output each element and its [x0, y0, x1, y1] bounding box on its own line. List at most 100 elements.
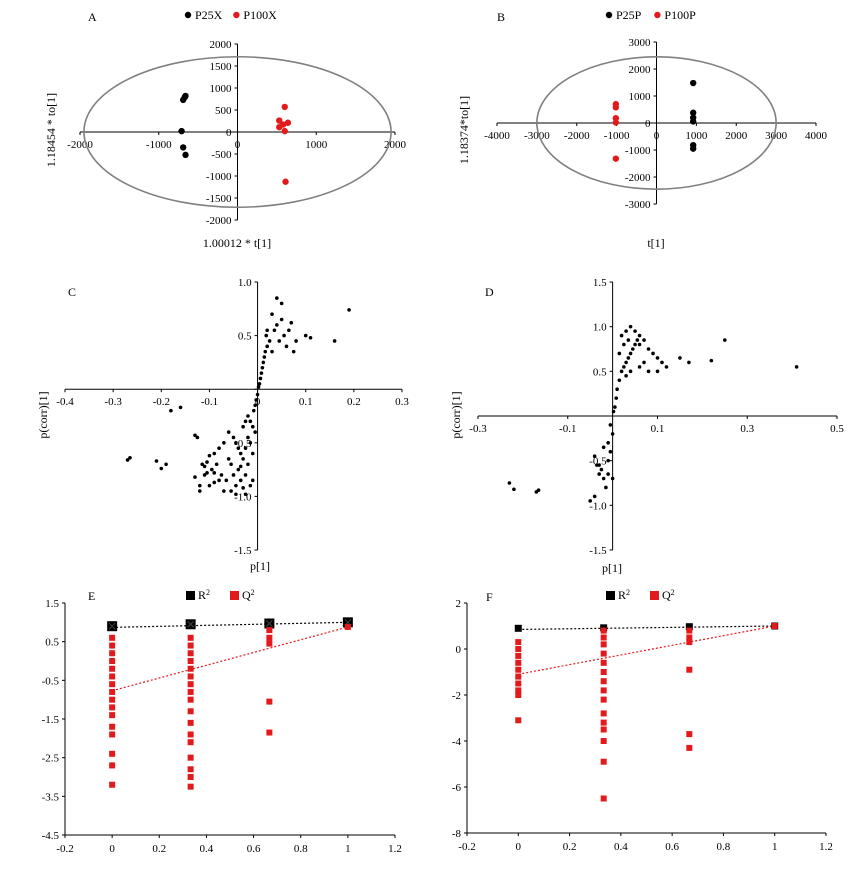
data-point [272, 328, 277, 333]
y-axis-label: p(corr)[1] [36, 391, 50, 438]
legend-marker-p25p [605, 11, 613, 19]
data-point [686, 731, 693, 738]
data-point [622, 342, 626, 347]
data-point [592, 454, 597, 459]
data-point [515, 687, 522, 694]
y-axis-label: p(corr)[1] [449, 391, 463, 438]
legend-marker-r2 [186, 591, 195, 600]
data-point [202, 473, 207, 477]
data-point [287, 328, 291, 333]
data-point [613, 405, 617, 409]
y-tick-label: -500 [211, 149, 232, 161]
data-point [217, 478, 221, 483]
data-point [265, 328, 270, 333]
data-point [109, 712, 116, 719]
data-point [187, 783, 194, 790]
data-point [207, 483, 212, 488]
y-tick-label: 0.5 [593, 366, 607, 378]
data-point [250, 451, 255, 456]
x-tick-label: 0.3 [740, 423, 754, 435]
data-point [284, 119, 292, 126]
x-tick-label: 0.8 [717, 841, 731, 853]
series-series [125, 296, 351, 497]
data-point [187, 731, 194, 738]
y-tick-label: 2000 [629, 64, 652, 76]
data-point [109, 634, 116, 641]
data-point [606, 458, 610, 463]
data-point [205, 471, 209, 475]
x-tick-label: 0 [516, 841, 522, 853]
data-point [238, 464, 243, 469]
data-point [187, 774, 194, 780]
data-point [512, 487, 516, 492]
data-point [109, 658, 116, 664]
y-axis-label: 1.18454 * to[1] [44, 93, 58, 167]
data-point [633, 329, 637, 333]
data-point [224, 478, 229, 483]
x-axis-label: p[1] [250, 559, 270, 573]
data-point [212, 471, 217, 475]
data-point [248, 483, 253, 488]
data-point [622, 365, 626, 369]
data-point [612, 104, 620, 111]
data-point [109, 731, 116, 738]
data-point [281, 127, 288, 135]
data-point [628, 351, 633, 356]
data-point [686, 666, 693, 673]
panel-a: A-2000 -1000 0 1000 2000-2000-1500-1000-5000… [44, 8, 407, 250]
data-point [236, 467, 241, 472]
data-point [637, 365, 642, 369]
data-point [187, 708, 194, 715]
data-point [610, 432, 615, 436]
y-tick-label: 1000 [629, 91, 652, 103]
x-axis-label: 1.00012 * t[1] [203, 236, 271, 250]
series-q2 [515, 623, 778, 802]
data-point [214, 462, 219, 467]
y-tick-label: -4 [452, 736, 462, 748]
data-point [109, 665, 116, 672]
x-axis-label: t[1] [647, 236, 664, 250]
data-point [612, 155, 620, 162]
x-tick-label: -4000 [484, 130, 510, 142]
data-point [246, 414, 250, 418]
series-series [507, 324, 799, 503]
data-point [266, 640, 273, 647]
x-tick-label: -0.4 [56, 396, 74, 408]
data-point [231, 435, 236, 440]
x-tick-label: 0 [654, 130, 660, 142]
data-point [294, 339, 298, 343]
data-point [642, 360, 646, 365]
data-point [243, 419, 248, 424]
data-point [178, 405, 183, 410]
x-tick-label: 0 [235, 139, 241, 151]
data-point [109, 673, 116, 680]
data-point [250, 424, 255, 429]
data-point [610, 476, 615, 481]
data-point [109, 750, 116, 757]
data-point [267, 339, 272, 343]
data-point-cross [266, 620, 273, 627]
data-point [109, 642, 116, 649]
data-point [633, 342, 637, 347]
y-tick-label: -1.5 [42, 714, 60, 726]
data-point [187, 719, 194, 726]
data-point [619, 333, 624, 338]
data-point [260, 365, 265, 370]
data-point [612, 119, 620, 126]
x-tick-label: 3000 [765, 130, 788, 142]
data-point [109, 650, 116, 657]
data-point [600, 641, 607, 648]
data-point [258, 376, 263, 381]
legend: R2 Q2 [186, 588, 255, 602]
data-point [255, 392, 260, 397]
legend: P25X P100X [184, 8, 277, 22]
data-point [256, 385, 261, 389]
y-tick-label: 1500 [210, 61, 233, 73]
data-point [608, 423, 613, 427]
legend: P25P P100P [605, 8, 696, 22]
data-point [241, 486, 245, 490]
y-tick-label: 1.5 [593, 277, 607, 289]
data-point [248, 419, 253, 424]
data-point [159, 466, 164, 471]
data-point-cross [108, 622, 116, 630]
